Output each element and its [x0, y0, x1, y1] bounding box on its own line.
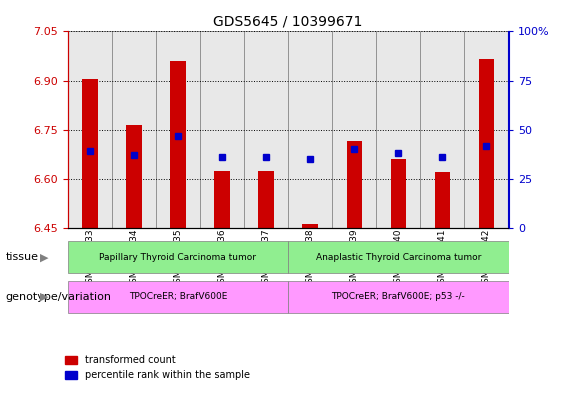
Text: TPOCreER; BrafV600E: TPOCreER; BrafV600E [129, 292, 227, 301]
FancyBboxPatch shape [68, 281, 288, 313]
Bar [156, 31, 200, 228]
Bar [170, 61, 186, 228]
Text: GSM1348733: GSM1348733 [85, 229, 94, 289]
Bar [82, 79, 98, 228]
Text: Anaplastic Thyroid Carcinoma tumor: Anaplastic Thyroid Carcinoma tumor [316, 253, 481, 262]
Text: GSM1348740: GSM1348740 [394, 229, 403, 289]
Text: GSM1348735: GSM1348735 [173, 229, 182, 289]
Text: ▶: ▶ [40, 252, 48, 263]
Bar [376, 31, 420, 228]
Bar [200, 31, 244, 228]
Text: GSM1348742: GSM1348742 [482, 229, 491, 289]
Text: GSM1348736: GSM1348736 [218, 229, 227, 289]
Bar [346, 141, 362, 228]
Bar [244, 31, 288, 228]
Bar [126, 125, 142, 228]
Bar [434, 172, 450, 228]
Bar [68, 31, 112, 228]
Bar [112, 31, 156, 228]
Text: GSM1348741: GSM1348741 [438, 229, 447, 289]
Text: GSM1348737: GSM1348737 [262, 229, 271, 289]
Bar [464, 31, 508, 228]
Bar [258, 171, 274, 228]
Legend: transformed count, percentile rank within the sample: transformed count, percentile rank withi… [62, 352, 254, 384]
Bar [302, 224, 318, 228]
Bar [420, 31, 464, 228]
FancyBboxPatch shape [68, 241, 288, 274]
FancyBboxPatch shape [288, 281, 508, 313]
Bar [390, 159, 406, 228]
Bar [214, 171, 230, 228]
Text: GSM1348739: GSM1348739 [350, 229, 359, 289]
Text: GSM1348738: GSM1348738 [306, 229, 315, 289]
Bar [479, 59, 494, 228]
Text: tissue: tissue [6, 252, 38, 263]
Text: Papillary Thyroid Carcinoma tumor: Papillary Thyroid Carcinoma tumor [99, 253, 257, 262]
Bar [332, 31, 376, 228]
Text: ▶: ▶ [40, 292, 48, 302]
Text: TPOCreER; BrafV600E; p53 -/-: TPOCreER; BrafV600E; p53 -/- [332, 292, 465, 301]
Bar [288, 31, 332, 228]
FancyBboxPatch shape [288, 241, 508, 274]
Text: GSM1348734: GSM1348734 [129, 229, 138, 289]
Title: GDS5645 / 10399671: GDS5645 / 10399671 [214, 15, 363, 29]
Text: genotype/variation: genotype/variation [6, 292, 112, 302]
